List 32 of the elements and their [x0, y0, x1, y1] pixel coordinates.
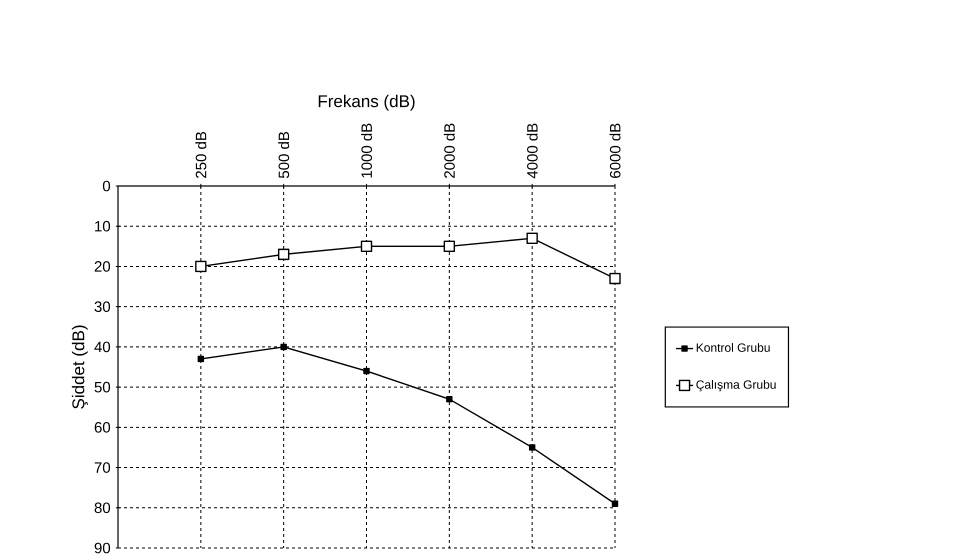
legend-label: Çalışma Grubu [696, 380, 776, 392]
point [526, 232, 538, 244]
point [363, 368, 370, 374]
y-tick-label: 30 [94, 301, 110, 312]
y-tick-label: 20 [94, 261, 110, 272]
point [195, 260, 207, 272]
point [609, 272, 621, 284]
legend-label: Kontrol Grubu [696, 343, 770, 352]
x-tick-label: 250 dB [195, 132, 206, 178]
x-tick-label: 1000 dB [360, 124, 372, 178]
x-tick-label: 6000 dB [609, 124, 621, 178]
x-tick-label: 4000 dB [526, 124, 538, 178]
x-tick-label: 2000 dB [444, 124, 455, 178]
y-axis-title: Şiddet (dB) [72, 326, 88, 409]
point [444, 240, 456, 252]
y-tick-label: 80 [94, 502, 110, 514]
point [528, 444, 536, 451]
y-tick-label: 40 [94, 342, 110, 352]
x-tick-label: 500 dB [278, 132, 290, 178]
point [360, 240, 372, 252]
y-tick-label: 90 [94, 542, 110, 554]
point [278, 248, 290, 260]
y-tick-label: 50 [94, 382, 110, 392]
y-tick-label: 70 [94, 462, 110, 473]
x-axis-title: Frekans (dB) [318, 94, 415, 111]
point [280, 344, 287, 350]
point [446, 396, 453, 402]
point [198, 356, 204, 362]
y-tick-label: 0 [102, 180, 110, 192]
point [612, 500, 618, 507]
y-tick-label: 60 [94, 422, 110, 433]
y-tick-label: 10 [95, 220, 110, 232]
